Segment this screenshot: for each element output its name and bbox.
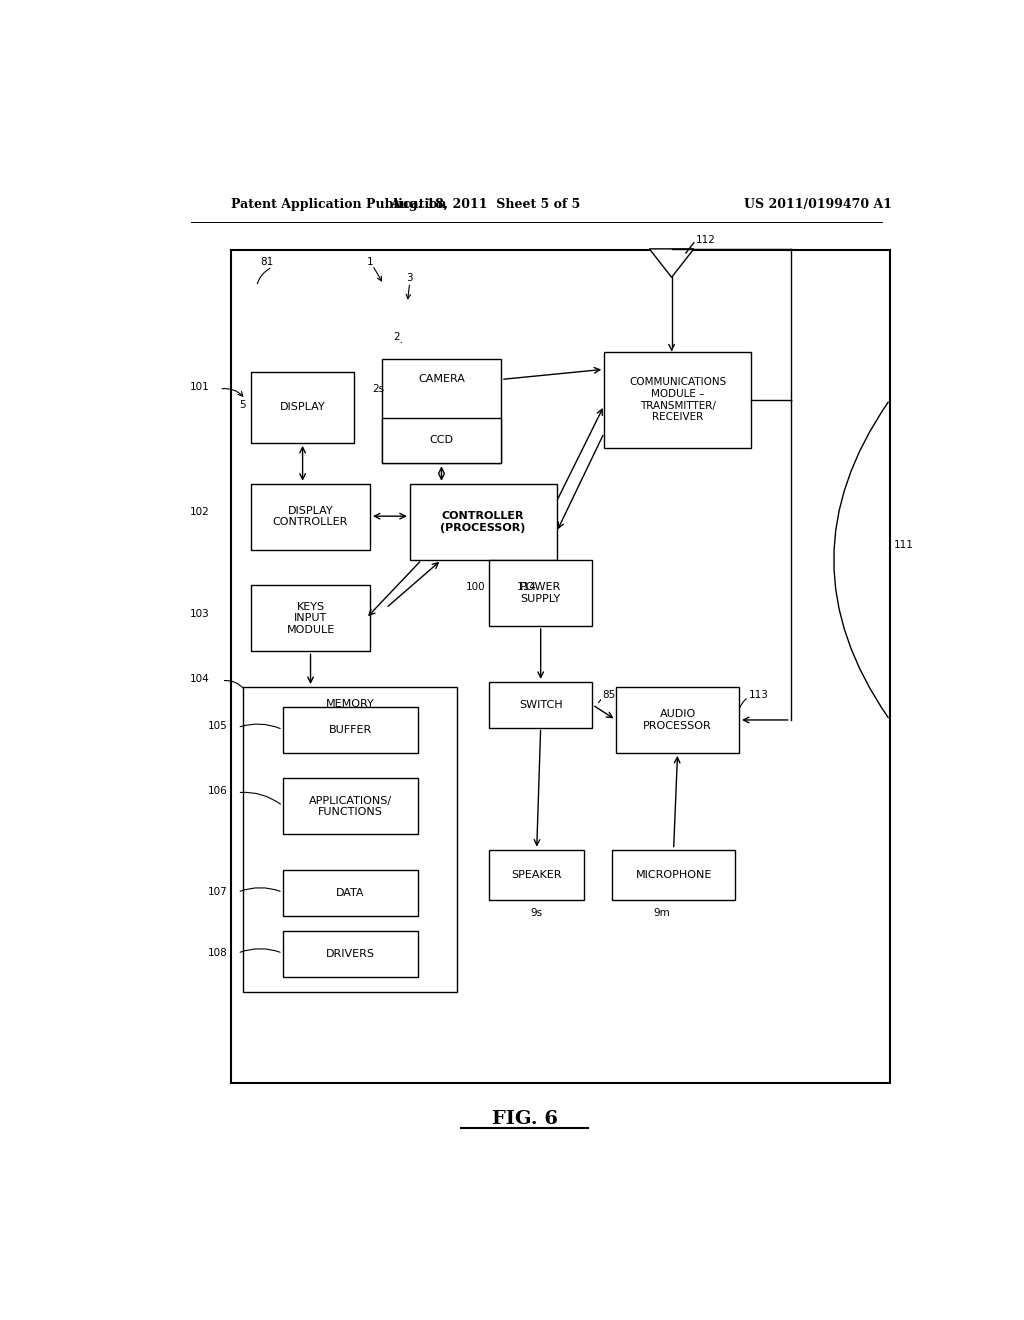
Text: 106: 106 — [208, 785, 227, 796]
Text: 102: 102 — [190, 507, 210, 517]
Text: 2s: 2s — [372, 384, 384, 395]
Text: 101: 101 — [190, 381, 210, 392]
Text: BUFFER: BUFFER — [329, 725, 372, 735]
Text: CCD: CCD — [429, 436, 454, 445]
Text: US 2011/0199470 A1: US 2011/0199470 A1 — [744, 198, 893, 211]
FancyBboxPatch shape — [489, 850, 585, 900]
Polygon shape — [649, 249, 694, 277]
Text: 111: 111 — [894, 540, 913, 549]
Text: 2: 2 — [393, 333, 399, 342]
Text: 103: 103 — [190, 609, 210, 619]
Text: 104: 104 — [190, 673, 210, 684]
FancyBboxPatch shape — [604, 351, 751, 447]
Text: 3: 3 — [406, 273, 413, 284]
Text: Aug. 18, 2011  Sheet 5 of 5: Aug. 18, 2011 Sheet 5 of 5 — [390, 198, 581, 211]
Text: CONTROLLER
(PROCESSOR): CONTROLLER (PROCESSOR) — [440, 511, 525, 532]
Text: DISPLAY: DISPLAY — [280, 403, 326, 412]
Text: 105: 105 — [208, 721, 227, 730]
Text: MEMORY: MEMORY — [326, 700, 375, 709]
Text: 1: 1 — [367, 257, 374, 267]
Text: APPLICATIONS/
FUNCTIONS: APPLICATIONS/ FUNCTIONS — [308, 796, 392, 817]
FancyBboxPatch shape — [616, 686, 739, 752]
Text: DISPLAY
CONTROLLER: DISPLAY CONTROLLER — [272, 506, 348, 528]
Text: 113: 113 — [749, 690, 768, 700]
Text: Patent Application Publication: Patent Application Publication — [231, 198, 446, 211]
FancyBboxPatch shape — [489, 560, 592, 626]
Text: POWER
SUPPLY: POWER SUPPLY — [520, 582, 561, 603]
FancyBboxPatch shape — [251, 585, 370, 651]
FancyBboxPatch shape — [410, 483, 557, 560]
Text: DATA: DATA — [336, 888, 365, 898]
Text: 9m: 9m — [653, 908, 670, 917]
FancyBboxPatch shape — [283, 779, 418, 834]
Text: 100: 100 — [466, 582, 485, 593]
FancyBboxPatch shape — [382, 359, 501, 463]
FancyBboxPatch shape — [251, 483, 370, 549]
FancyBboxPatch shape — [489, 682, 592, 727]
FancyBboxPatch shape — [283, 931, 418, 977]
Text: COMMUNICATIONS
MODULE –
TRANSMITTER/
RECEIVER: COMMUNICATIONS MODULE – TRANSMITTER/ REC… — [629, 378, 726, 422]
Text: CAMERA: CAMERA — [418, 375, 465, 384]
Text: 112: 112 — [695, 235, 716, 244]
Text: DRIVERS: DRIVERS — [326, 949, 375, 958]
Text: KEYS
INPUT
MODULE: KEYS INPUT MODULE — [287, 602, 335, 635]
Text: FIG. 6: FIG. 6 — [492, 1110, 558, 1127]
FancyBboxPatch shape — [243, 686, 458, 991]
Text: SPEAKER: SPEAKER — [511, 870, 562, 880]
Text: 108: 108 — [208, 948, 227, 958]
FancyBboxPatch shape — [231, 249, 890, 1084]
FancyBboxPatch shape — [283, 708, 418, 752]
Text: 5: 5 — [239, 400, 246, 411]
Text: 114: 114 — [517, 582, 537, 593]
FancyBboxPatch shape — [251, 372, 354, 444]
Text: 9s: 9s — [530, 908, 543, 917]
Text: SWITCH: SWITCH — [519, 700, 562, 710]
FancyBboxPatch shape — [612, 850, 735, 900]
FancyBboxPatch shape — [283, 870, 418, 916]
Text: 85: 85 — [602, 690, 615, 700]
Text: MICROPHONE: MICROPHONE — [636, 870, 712, 880]
Text: 107: 107 — [208, 887, 227, 898]
Text: 81: 81 — [260, 257, 273, 267]
Text: AUDIO
PROCESSOR: AUDIO PROCESSOR — [643, 709, 712, 731]
FancyBboxPatch shape — [382, 417, 501, 463]
